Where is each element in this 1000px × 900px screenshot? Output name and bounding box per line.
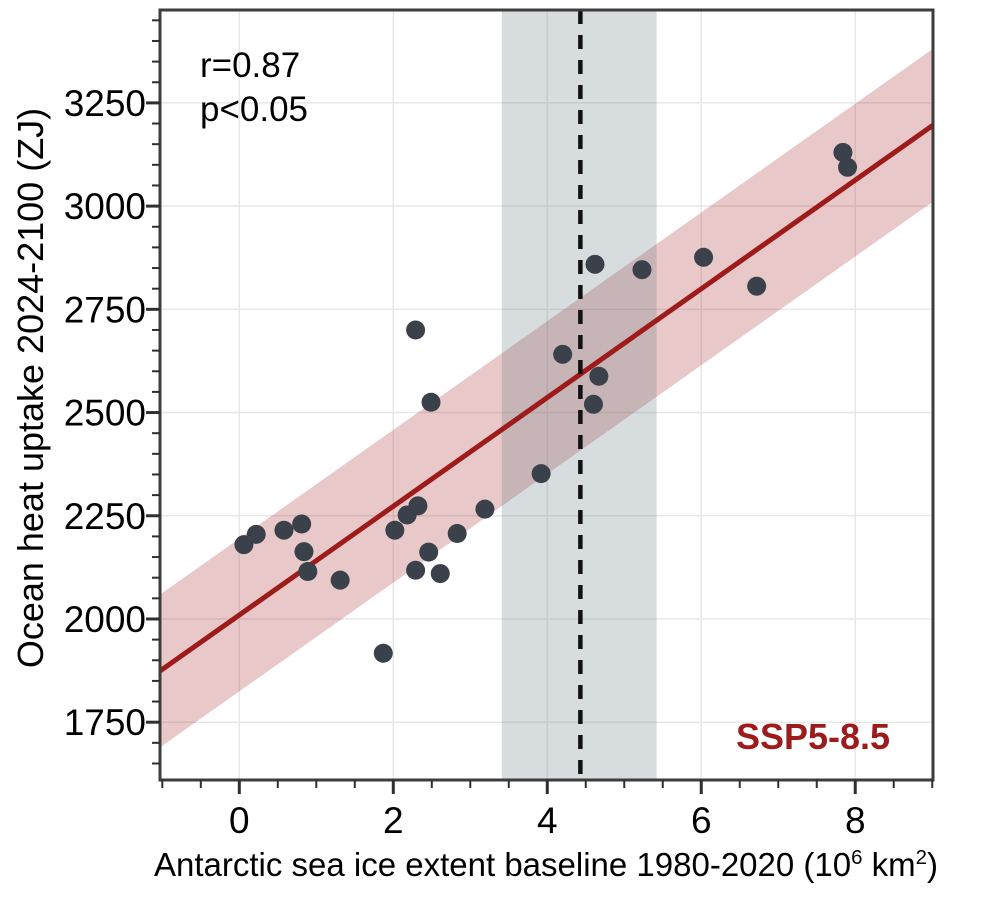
y-tick-labels: 1750 2000 2250 2500 2750 3000 3250 — [64, 83, 146, 743]
data-point — [292, 514, 312, 534]
superscript: 2 — [915, 846, 928, 869]
data-point — [694, 247, 714, 267]
data-point — [583, 394, 603, 414]
scenario-label: SSP5-8.5 — [735, 716, 891, 757]
data-point — [294, 542, 314, 562]
x-axis-title: Antarctic sea ice extent baseline 1980-2… — [153, 846, 939, 883]
axis-ticks — [146, 19, 934, 794]
data-point — [406, 560, 426, 580]
data-point — [406, 320, 426, 340]
r-value-text: r=0.87 — [200, 46, 301, 85]
y-tick-label: 2500 — [64, 393, 146, 434]
data-point — [298, 562, 318, 582]
stats-annotation: r=0.87 p<0.05 — [200, 44, 308, 132]
x-tick-label: 8 — [845, 800, 866, 841]
data-point — [632, 260, 652, 280]
x-tick-label: 2 — [383, 800, 404, 841]
p-value-text: p<0.05 — [200, 90, 309, 129]
data-point — [531, 464, 551, 484]
data-point — [447, 524, 467, 544]
data-point — [475, 499, 495, 519]
data-point — [833, 142, 853, 162]
x-tick-label: 6 — [691, 800, 712, 841]
regression-line — [158, 123, 935, 674]
y-tick-label: 2000 — [64, 599, 146, 640]
y-tick-label: 2750 — [64, 289, 146, 330]
data-point — [246, 524, 266, 544]
data-point — [585, 254, 605, 274]
y-tick-label: 3000 — [64, 186, 146, 227]
data-point — [553, 344, 573, 364]
y-tick-label: 2250 — [64, 496, 146, 537]
scatter-points — [234, 142, 858, 663]
gridlines — [160, 10, 933, 780]
data-point — [430, 564, 450, 584]
fit-line — [158, 123, 935, 674]
data-point — [589, 366, 609, 386]
y-tick-label: 3250 — [64, 83, 146, 124]
superscript: 6 — [851, 846, 863, 869]
x-tick-labels: 0 2 4 6 8 — [229, 800, 866, 841]
y-tick-label: 1750 — [64, 702, 146, 743]
data-point — [747, 276, 767, 296]
data-point — [274, 520, 294, 540]
data-point — [421, 392, 441, 412]
data-point — [838, 157, 858, 177]
data-point — [373, 643, 393, 663]
x-tick-label: 4 — [537, 800, 558, 841]
data-point — [330, 570, 350, 590]
data-point — [385, 520, 405, 540]
data-point — [408, 496, 428, 516]
data-point — [419, 542, 439, 562]
x-tick-label: 0 — [229, 800, 250, 841]
y-axis-title: Ocean heat uptake 2024-2100 (ZJ) — [10, 107, 51, 669]
